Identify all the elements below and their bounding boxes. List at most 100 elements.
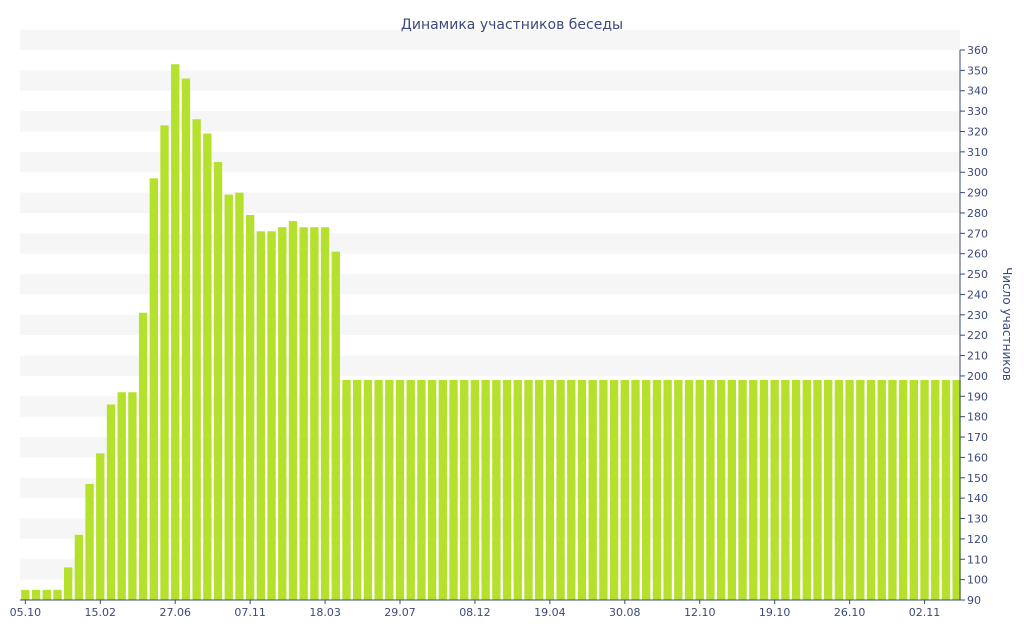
y-tick-label-280: 280 bbox=[967, 207, 988, 220]
grid-band-13 bbox=[20, 29, 960, 50]
x-tick-label-49: 19.04 bbox=[534, 606, 566, 619]
x-tick-label-77: 26.10 bbox=[834, 606, 866, 619]
x-tick-label-28: 18.03 bbox=[309, 606, 341, 619]
bar-26 bbox=[299, 227, 308, 600]
bar-48 bbox=[535, 380, 544, 600]
bar-73 bbox=[802, 380, 811, 600]
bar-34 bbox=[385, 380, 394, 600]
bar-70 bbox=[770, 380, 779, 600]
bar-21 bbox=[245, 215, 255, 600]
bar-17 bbox=[203, 133, 212, 600]
y-tick-label-120: 120 bbox=[967, 533, 988, 546]
y-tick-label-360: 360 bbox=[967, 44, 988, 57]
bar-5 bbox=[74, 534, 84, 600]
x-tick-label-84: 02.11 bbox=[909, 606, 941, 619]
bar-23 bbox=[267, 231, 276, 601]
bar-51 bbox=[567, 380, 576, 600]
y-tick-label-100: 100 bbox=[967, 574, 988, 587]
bar-45 bbox=[502, 380, 512, 600]
grid-band-10 bbox=[20, 151, 960, 173]
bar-77 bbox=[845, 380, 854, 600]
bar-49 bbox=[545, 380, 555, 600]
y-tick-label-150: 150 bbox=[967, 472, 988, 485]
grid-bands bbox=[20, 29, 960, 580]
bar-59 bbox=[652, 380, 662, 600]
x-tick-label-56: 30.08 bbox=[609, 606, 641, 619]
y-tick-label-110: 110 bbox=[967, 553, 988, 566]
bar-16 bbox=[192, 119, 201, 600]
bar-19 bbox=[224, 194, 233, 600]
bar-50 bbox=[556, 380, 565, 600]
bar-35 bbox=[395, 380, 405, 600]
y-tick-label-90: 90 bbox=[967, 594, 981, 607]
bar-71 bbox=[781, 380, 790, 600]
bar-58 bbox=[642, 380, 651, 600]
y-tick-label-240: 240 bbox=[967, 288, 988, 301]
x-tick-label-0: 05.10 bbox=[10, 606, 42, 619]
y-tick-label-160: 160 bbox=[967, 451, 988, 464]
y-tick-label-300: 300 bbox=[967, 166, 988, 179]
bar-53 bbox=[588, 380, 597, 600]
y-tick-label-350: 350 bbox=[967, 64, 988, 77]
bar-47 bbox=[524, 380, 533, 600]
y-tick-label-330: 330 bbox=[967, 105, 988, 118]
bar-41 bbox=[460, 380, 469, 600]
bar-57 bbox=[631, 380, 640, 600]
grid-band-11 bbox=[20, 111, 960, 132]
bar-15 bbox=[181, 78, 191, 600]
y-tick-label-130: 130 bbox=[967, 513, 988, 526]
bar-14 bbox=[171, 64, 180, 600]
bar-76 bbox=[834, 380, 844, 600]
bar-74 bbox=[813, 380, 822, 600]
y-tick-label-230: 230 bbox=[967, 309, 988, 322]
grid-band-6 bbox=[20, 314, 960, 336]
y-tick-label-290: 290 bbox=[967, 187, 988, 200]
y-tick-label-170: 170 bbox=[967, 431, 988, 444]
bar-84 bbox=[920, 380, 929, 600]
y-tick-label-190: 190 bbox=[967, 390, 988, 403]
bar-0 bbox=[21, 589, 30, 600]
bar-78 bbox=[856, 380, 865, 600]
bar-20 bbox=[235, 192, 244, 600]
bar-85 bbox=[931, 380, 940, 600]
grid-band-9 bbox=[20, 192, 960, 213]
bar-30 bbox=[342, 380, 351, 600]
bar-25 bbox=[288, 221, 298, 601]
grid-band-8 bbox=[20, 233, 960, 254]
bar-24 bbox=[278, 227, 287, 600]
bar-82 bbox=[898, 380, 908, 600]
bar-54 bbox=[599, 380, 608, 600]
x-tick-label-42: 08.12 bbox=[459, 606, 491, 619]
bar-29 bbox=[331, 251, 340, 601]
grid-band-5 bbox=[20, 355, 960, 376]
bar-56 bbox=[620, 380, 629, 600]
y-tick-label-320: 320 bbox=[967, 125, 988, 138]
bar-68 bbox=[749, 380, 758, 600]
bar-38 bbox=[427, 380, 437, 600]
bar-66 bbox=[727, 380, 737, 600]
y-tick-label-270: 270 bbox=[967, 227, 988, 240]
bar-4 bbox=[64, 567, 73, 600]
bar-1 bbox=[31, 589, 41, 600]
bar-75 bbox=[824, 380, 833, 600]
bar-37 bbox=[417, 380, 426, 600]
y-tick-label-250: 250 bbox=[967, 268, 988, 281]
bar-61 bbox=[674, 380, 683, 600]
y-tick-label-310: 310 bbox=[967, 146, 988, 159]
bar-87 bbox=[952, 380, 961, 600]
x-tick-label-35: 29.07 bbox=[384, 606, 416, 619]
bar-8 bbox=[106, 404, 116, 600]
y-axis-title: Число участников bbox=[1000, 267, 1014, 381]
bar-72 bbox=[791, 380, 801, 600]
bar-83 bbox=[909, 380, 918, 600]
bar-12 bbox=[149, 178, 158, 600]
bar-6 bbox=[85, 483, 94, 600]
y-tick-label-260: 260 bbox=[967, 248, 988, 261]
grid-band-12 bbox=[20, 70, 960, 91]
bar-9 bbox=[117, 392, 126, 600]
chart-title: Динамика участников беседы bbox=[401, 17, 623, 33]
bar-18 bbox=[213, 162, 223, 601]
bar-80 bbox=[877, 380, 886, 600]
bar-40 bbox=[449, 380, 458, 600]
